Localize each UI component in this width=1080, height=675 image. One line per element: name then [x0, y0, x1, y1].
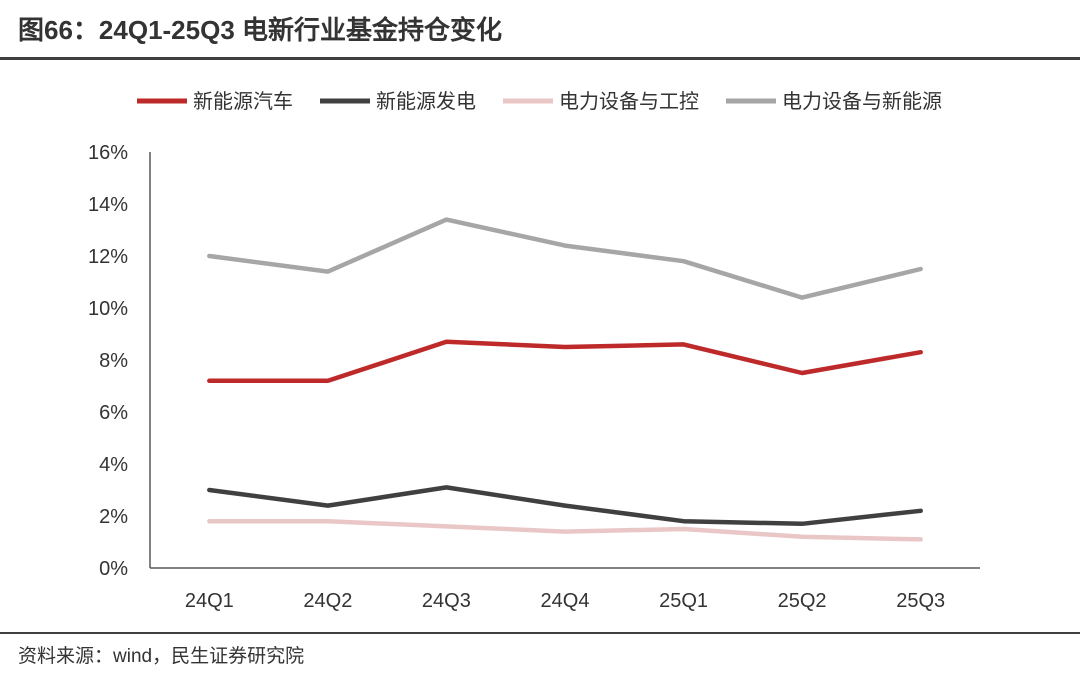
- axes: [149, 152, 980, 569]
- y-tick-label: 4%: [99, 454, 128, 476]
- series-lines: [207, 217, 923, 542]
- legend-item-2: 电力设备与工控: [503, 90, 699, 113]
- x-tick-label: 25Q3: [896, 590, 945, 612]
- y-tick-label: 12%: [88, 246, 128, 268]
- legend-item-0: 新能源汽车: [137, 90, 293, 113]
- legend-label: 新能源发电: [376, 90, 476, 113]
- y-tick-label: 6%: [99, 402, 128, 424]
- legend-label: 电力设备与新能源: [782, 90, 942, 113]
- y-tick-label: 10%: [88, 298, 128, 320]
- x-tick-label: 25Q2: [778, 590, 827, 612]
- y-tick-label: 14%: [88, 194, 128, 216]
- y-tick-label: 8%: [99, 350, 128, 372]
- header-rule: [0, 57, 1080, 60]
- y-tick-label: 0%: [99, 558, 128, 580]
- legend-item-1: 新能源发电: [320, 90, 476, 113]
- x-tick-label: 24Q1: [185, 590, 234, 612]
- series-line-2: [207, 518, 923, 542]
- footer-rule: [0, 632, 1080, 634]
- series-line-0: [207, 339, 923, 384]
- x-tick-label: 25Q1: [659, 590, 708, 612]
- y-tick-labels: 0% 2% 4% 6% 8% 10% 12% 14% 16%: [88, 142, 128, 580]
- y-tick-label: 16%: [88, 142, 128, 164]
- source-note: 资料来源：wind，民生证券研究院: [18, 646, 305, 667]
- series-line-1: [207, 485, 923, 527]
- legend: 新能源汽车 新能源发电 电力设备与工控 电力设备与新能源: [137, 90, 942, 113]
- x-tick-label: 24Q4: [541, 590, 590, 612]
- legend-label: 电力设备与工控: [559, 90, 699, 113]
- x-tick-label: 24Q2: [303, 590, 352, 612]
- y-tick-label: 2%: [99, 506, 128, 528]
- legend-item-3: 电力设备与新能源: [726, 90, 942, 113]
- legend-label: 新能源汽车: [193, 90, 293, 113]
- x-tick-label: 24Q3: [422, 590, 471, 612]
- series-line-3: [207, 217, 923, 300]
- page-title: 图66：24Q1-25Q3 电新行业基金持仓变化: [18, 15, 503, 45]
- x-tick-labels: 24Q1 24Q2 24Q3 24Q4 25Q1 25Q2 25Q3: [185, 590, 945, 612]
